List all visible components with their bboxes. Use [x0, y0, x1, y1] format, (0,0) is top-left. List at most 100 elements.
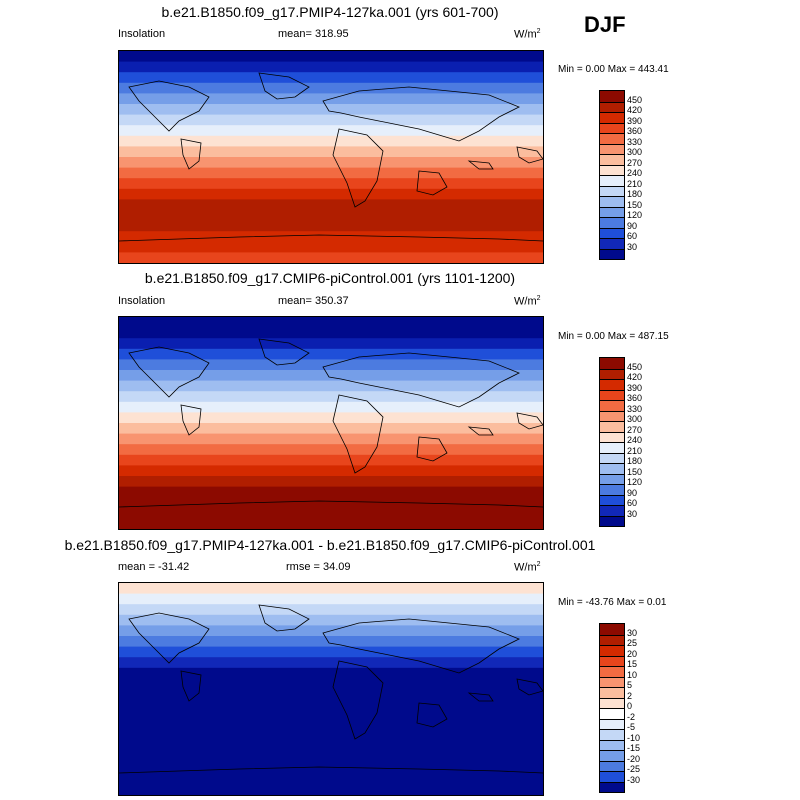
colorbar-box: [600, 666, 624, 677]
colorbar-box: [600, 358, 624, 369]
colorbar-label: 20: [627, 648, 638, 659]
colorbar-box: [600, 389, 624, 400]
colorbar-label: 450: [627, 361, 643, 372]
panel-title: b.e21.B1850.f09_g17.PMIP4-127ka.001 (yrs…: [161, 4, 499, 20]
coastline: [467, 160, 494, 170]
mean-label: mean= 350.37: [278, 295, 349, 307]
latitude-band: [119, 370, 543, 382]
colorbar-box: [600, 676, 624, 687]
latitude-band: [119, 657, 543, 669]
colorbar-label: 330: [627, 403, 643, 414]
colorbar-label: 10: [627, 669, 638, 680]
colorbar-box: [600, 112, 624, 123]
latitude-band: [119, 583, 543, 595]
latitude-band: [119, 604, 543, 616]
mean-label: mean = -31.42: [118, 561, 190, 573]
latitude-band: [119, 518, 543, 529]
colorbar-label: 360: [627, 126, 643, 136]
minmax-label: Min = 0.00 Max = 487.15: [558, 331, 669, 342]
colorbar: [599, 90, 625, 260]
latitude-band: [119, 241, 543, 253]
colorbar-box: [600, 400, 624, 411]
latitude-band: [119, 423, 543, 435]
latitude-band: [119, 348, 543, 360]
colorbar-label: 450: [627, 94, 643, 105]
colorbar-label: 15: [627, 659, 638, 669]
coastline: [258, 604, 310, 632]
latitude-band: [119, 667, 543, 679]
colorbar-box: [600, 473, 624, 484]
coastline: [119, 234, 543, 242]
units-label: W/m2: [514, 28, 541, 41]
minmax-label: Min = 0.00 Max = 443.41: [558, 64, 669, 75]
latitude-band: [119, 699, 543, 711]
colorbar-label: 420: [627, 105, 643, 115]
colorbar-box: [600, 379, 624, 390]
coastline: [119, 766, 543, 774]
colorbar-label: -10: [627, 732, 641, 743]
latitude-band: [119, 51, 543, 63]
latitude-band: [119, 689, 543, 701]
colorbar-label: 30: [627, 627, 638, 638]
colorbar-box: [600, 154, 624, 165]
coastline: [416, 702, 448, 728]
coastline: [416, 170, 448, 196]
coastline: [128, 346, 210, 398]
latitude-band: [119, 210, 543, 222]
coastline: [322, 86, 520, 142]
latitude-band: [119, 465, 543, 477]
coastline: [258, 338, 310, 366]
colorbar-label: 240: [627, 435, 643, 445]
latitude-band: [119, 401, 543, 413]
latitude-band: [119, 773, 543, 785]
colorbar-label: -2: [627, 711, 636, 722]
latitude-band: [119, 476, 543, 488]
colorbar-label: 390: [627, 382, 643, 393]
colorbar: [599, 357, 625, 527]
colorbar-box: [600, 634, 624, 645]
colorbar-box: [600, 515, 624, 526]
colorbar-label: 420: [627, 372, 643, 382]
colorbar-label: 120: [627, 210, 643, 220]
latitude-band: [119, 72, 543, 84]
latitude-band: [119, 391, 543, 403]
latitude-band: [119, 593, 543, 605]
coastline: [332, 394, 384, 474]
panel-title: b.e21.B1850.f09_g17.PMIP4-127ka.001 - b.…: [64, 537, 596, 553]
colorbar-box: [600, 645, 624, 656]
colorbar-box: [600, 750, 624, 761]
colorbar-box: [600, 781, 624, 792]
map-plot: [118, 316, 544, 530]
colorbar-label: 270: [627, 424, 643, 435]
latitude-band: [119, 731, 543, 743]
colorbar-box: [600, 624, 624, 635]
latitude-band: [119, 752, 543, 764]
colorbar-box: [600, 248, 624, 259]
coastline: [332, 128, 384, 208]
latitude-band: [119, 784, 543, 795]
colorbar-label: 390: [627, 115, 643, 126]
colorbar-label: -15: [627, 743, 641, 753]
colorbar-label: 300: [627, 414, 643, 424]
colorbar-box: [600, 729, 624, 740]
rmse-label: rmse = 34.09: [286, 561, 351, 573]
colorbar-label: 2: [627, 690, 633, 701]
colorbar-label: 90: [627, 487, 638, 498]
colorbar-box: [600, 708, 624, 719]
latitude-band: [119, 454, 543, 466]
latitude-band: [119, 678, 543, 690]
field-label: Insolation: [118, 28, 166, 40]
colorbar-box: [600, 101, 624, 112]
colorbar-box: [600, 164, 624, 175]
latitude-band: [119, 710, 543, 722]
minmax-label: Min = -43.76 Max = 0.01: [558, 597, 667, 608]
colorbar-box: [600, 431, 624, 442]
latitude-band: [119, 199, 543, 211]
latitude-band: [119, 188, 543, 200]
coastline: [180, 138, 202, 170]
colorbar-box: [600, 760, 624, 771]
units-label: W/m2: [514, 295, 541, 308]
colorbar-box: [600, 175, 624, 186]
latitude-band: [119, 82, 543, 94]
colorbar-label: 150: [627, 199, 643, 210]
